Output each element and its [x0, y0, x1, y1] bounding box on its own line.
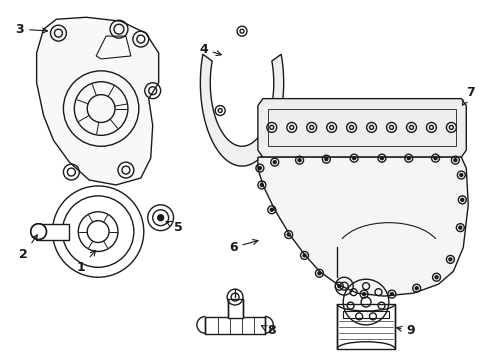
Circle shape: [337, 285, 340, 288]
Circle shape: [380, 157, 383, 159]
Circle shape: [260, 184, 263, 186]
Circle shape: [453, 159, 456, 162]
Text: 8: 8: [261, 324, 276, 337]
Circle shape: [459, 174, 462, 176]
Polygon shape: [257, 99, 466, 157]
Circle shape: [270, 208, 273, 211]
Text: 7: 7: [462, 86, 474, 105]
Text: 2: 2: [20, 235, 37, 261]
Circle shape: [273, 161, 276, 164]
Circle shape: [258, 167, 261, 170]
Circle shape: [317, 272, 320, 275]
Polygon shape: [257, 157, 468, 296]
Circle shape: [460, 198, 463, 201]
Bar: [205, 317, 264, 334]
Circle shape: [157, 215, 163, 221]
Circle shape: [434, 276, 437, 279]
Text: 4: 4: [199, 42, 221, 55]
Circle shape: [298, 159, 301, 162]
Bar: [267, 109, 455, 146]
Circle shape: [362, 293, 365, 296]
Circle shape: [458, 226, 461, 229]
Polygon shape: [37, 17, 158, 185]
Circle shape: [31, 224, 46, 239]
Polygon shape: [200, 54, 283, 166]
Circle shape: [414, 287, 417, 290]
Circle shape: [407, 157, 409, 159]
Circle shape: [352, 157, 355, 159]
Bar: [343, 311, 388, 318]
Text: 1: 1: [77, 251, 95, 274]
Bar: [228, 299, 243, 318]
Circle shape: [389, 293, 392, 296]
Bar: [337, 304, 394, 349]
Circle shape: [324, 158, 327, 161]
Circle shape: [433, 157, 436, 159]
Text: 5: 5: [166, 221, 183, 234]
Circle shape: [286, 233, 289, 236]
Text: 3: 3: [16, 23, 47, 36]
Text: 6: 6: [228, 239, 258, 254]
Circle shape: [448, 258, 451, 261]
Text: 9: 9: [396, 324, 414, 337]
Bar: [37, 224, 69, 239]
Circle shape: [303, 254, 305, 257]
